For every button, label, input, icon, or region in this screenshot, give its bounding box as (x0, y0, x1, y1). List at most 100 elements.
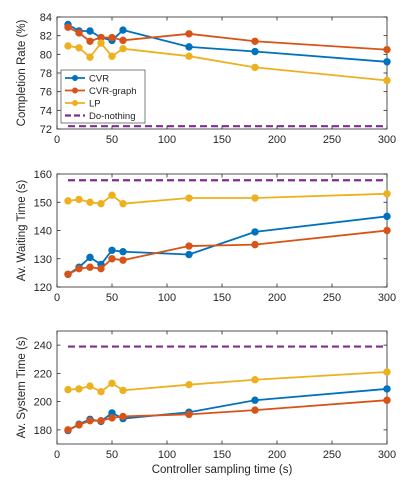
x-tick-label: 200 (268, 292, 286, 304)
y-tick-label: 74 (40, 105, 52, 117)
series-2-point (185, 194, 193, 202)
y-tick-label: 140 (34, 226, 52, 238)
series-0-point (251, 228, 259, 236)
series-2-point (97, 388, 105, 396)
x-tick-label: 300 (378, 134, 396, 146)
legend-marker-cvr-graph (72, 87, 78, 94)
x-tick-label: 150 (213, 449, 231, 461)
x-tick-label: 250 (323, 134, 341, 146)
y-tick-label: 200 (34, 397, 52, 409)
series-2-point (86, 382, 94, 390)
series-1-point (64, 426, 72, 434)
cvr-point (383, 58, 391, 66)
legend-label-lp: LP (89, 99, 101, 110)
lp-point (64, 42, 72, 50)
series-1-point (75, 421, 83, 429)
cvr-graph-point (119, 36, 127, 45)
series-1-point (108, 255, 116, 263)
lp-point (119, 45, 127, 53)
cvr-graph-point (185, 30, 193, 38)
lp-point (108, 52, 116, 60)
y-axis-label: Completion Rate (%) (16, 19, 28, 126)
series-1-point (97, 416, 105, 425)
y-tick-label: 76 (40, 87, 52, 99)
cvr-point (251, 47, 259, 56)
series-2-point (251, 194, 259, 202)
series-0-point (119, 247, 127, 256)
series-1-point (383, 226, 391, 235)
y-tick-label: 78 (40, 68, 52, 80)
legend-marker-lp (72, 100, 78, 106)
series-2-point (86, 198, 94, 206)
series-2-point (64, 385, 72, 394)
series-1-point (97, 264, 105, 273)
x-tick-label: 300 (378, 292, 396, 304)
y-tick-label: 130 (34, 254, 52, 266)
series-2-point (119, 386, 127, 395)
y-axis-label: Av. System Time (s) (16, 336, 28, 438)
series-1-point (86, 263, 94, 271)
x-tick-label: 100 (158, 134, 176, 146)
y-tick-label: 240 (34, 340, 52, 352)
lp-point (383, 76, 391, 85)
cvr-graph-point (64, 23, 72, 31)
x-tick-label: 150 (213, 134, 231, 146)
y-tick-label: 220 (34, 368, 52, 380)
x-tick-label: 250 (323, 449, 341, 461)
completion-rate-panel: 0 50 100 150 200 250 300 72 74 76 78 80 82 84 Completi… (16, 12, 396, 146)
x-tick-label: 250 (323, 292, 341, 304)
x-tick-label: 300 (378, 449, 396, 461)
series-1-point (185, 242, 193, 250)
series-2-point (185, 380, 193, 389)
y-tick-label: 72 (40, 124, 52, 136)
y-tick-label: 180 (34, 425, 52, 437)
legend-label-cvr: CVR (89, 74, 109, 85)
y-tick-label: 82 (40, 31, 52, 43)
series-0-point (185, 250, 193, 259)
cvr-graph-point (383, 45, 391, 54)
series-2-point (108, 191, 116, 199)
lp-point (97, 39, 105, 47)
cvr-point (86, 27, 94, 35)
x-tick-label: 0 (54, 134, 60, 146)
series-2-point (97, 199, 105, 208)
legend-label-do-nothing: Do-nothing (89, 111, 135, 122)
series-2-point (251, 376, 259, 384)
legend-marker-cvr (72, 75, 78, 81)
series-1-point (75, 264, 83, 273)
cvr-graph-point (86, 37, 94, 45)
x-tick-label: 100 (158, 292, 176, 304)
x-tick-label: 0 (54, 292, 60, 304)
cvr-graph-point (108, 33, 116, 42)
series-1-point (108, 414, 116, 422)
x-tick-label: 150 (213, 292, 231, 304)
x-tick-label: 200 (268, 134, 286, 146)
x-tick-label: 200 (268, 449, 286, 461)
series-0-point (86, 253, 94, 262)
series-1-point (251, 406, 259, 414)
series-0-point (383, 385, 391, 393)
legend-label-cvr-graph: CVR-graph (89, 86, 137, 97)
series-0-point (108, 246, 116, 254)
y-tick-label: 120 (34, 282, 52, 294)
series-2-point (64, 197, 72, 205)
x-tick-label: 0 (54, 449, 60, 461)
series-2-point (119, 199, 127, 208)
y-tick-label: 150 (34, 197, 52, 209)
lp-point (86, 53, 94, 61)
cvr-point (185, 43, 193, 51)
series-1-point (64, 270, 72, 278)
series-2-point (108, 379, 116, 387)
series-2-point (75, 195, 83, 204)
lp-point (251, 63, 259, 72)
lp-point (185, 52, 193, 60)
series-1-point (185, 410, 193, 419)
series-2-point (383, 368, 391, 376)
series-1-point (383, 396, 391, 404)
system-time-panel: 0 50 100 150 200 250 300 180 200 220 240 Av. System… (16, 330, 396, 476)
lp-point (75, 44, 83, 52)
x-axis-label: Controller sampling time (s) (152, 464, 293, 476)
y-tick-label: 80 (40, 49, 52, 61)
series-1-point (86, 416, 94, 425)
